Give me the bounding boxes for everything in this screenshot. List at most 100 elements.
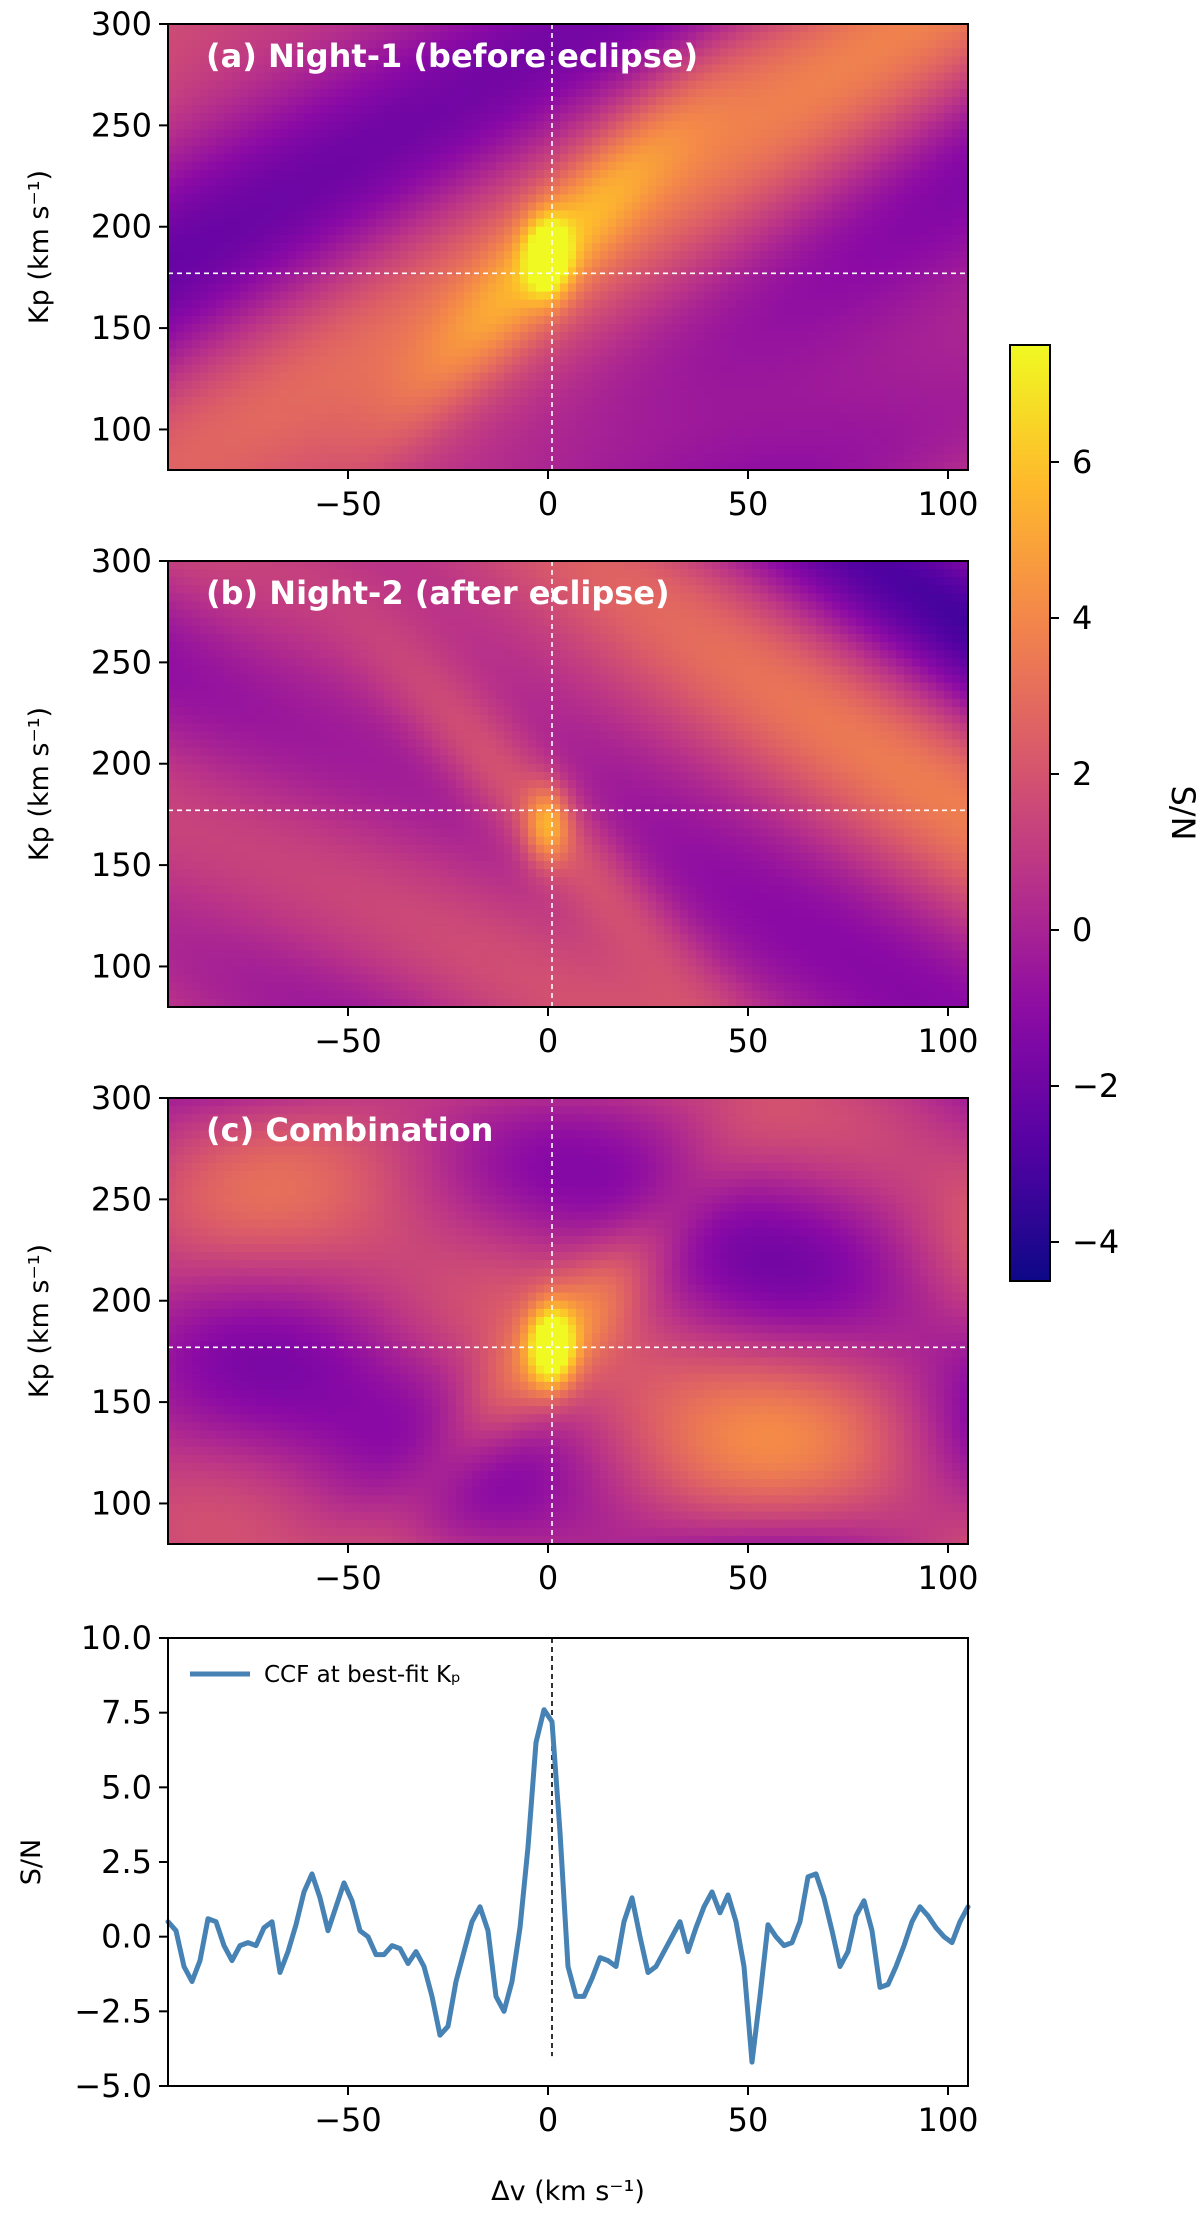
heatmap-cell [176,381,185,390]
heatmap-cell [304,356,313,365]
heatmap-cell [776,65,785,74]
heatmap-cell [568,235,577,244]
heatmap-cell [568,211,577,220]
heatmap-cell [352,227,361,236]
heatmap-cell [392,340,401,349]
heatmap-cell [648,389,657,398]
heatmap-cell [256,202,265,211]
heatmap-cell [616,365,625,374]
heatmap-cell [944,235,953,244]
heatmap-cell [256,421,265,430]
heatmap-cell [192,332,201,341]
heatmap-cell [440,186,449,195]
heatmap-cell [280,81,289,90]
heatmap-cell [720,259,729,268]
heatmap-cell [184,146,193,155]
heatmap-cell [688,251,697,260]
heatmap-cell [328,356,337,365]
heatmap-cell [424,356,433,365]
heatmap-cell [840,300,849,309]
heatmap-cell [464,162,473,171]
heatmap-cell [176,243,185,252]
heatmap-cell [704,413,713,422]
heatmap-cell [536,381,545,390]
heatmap-cell [488,365,497,374]
heatmap-cell [656,81,665,90]
heatmap-cell [248,373,257,382]
heatmap-cell [920,73,929,82]
heatmap-cell [664,24,673,33]
heatmap-cell [256,275,265,284]
heatmap-cell [288,365,297,374]
heatmap-cell [824,146,833,155]
heatmap-cell [488,121,497,130]
heatmap-cell [776,162,785,171]
heatmap-cell [320,332,329,341]
heatmap-cell [720,113,729,122]
heatmap-cell [672,178,681,187]
heatmap-cell [328,292,337,301]
heatmap-cell [176,121,185,130]
heatmap-cell [176,194,185,203]
heatmap-cell [368,292,377,301]
heatmap-cell [728,275,737,284]
heatmap-cell [168,421,177,430]
heatmap-cell [896,348,905,357]
heatmap-cell [264,202,273,211]
heatmap-cell [520,373,529,382]
heatmap-cell [920,308,929,317]
heatmap-cell [184,40,193,49]
heatmap-cell [304,219,313,228]
heatmap-cell [368,211,377,220]
heatmap-cell [376,251,385,260]
heatmap-cell [792,397,801,406]
heatmap-cell [272,389,281,398]
heatmap-cell [728,154,737,163]
heatmap-cell [584,243,593,252]
heatmap-cell [280,227,289,236]
heatmap-cell [952,178,961,187]
heatmap-cell [200,89,209,98]
heatmap-cell [944,283,953,292]
heatmap-cell [504,405,513,414]
heatmap-cell [312,24,321,33]
heatmap-cell [848,32,857,41]
heatmap-cell [672,300,681,309]
heatmap-cell [688,227,697,236]
heatmap-cell [184,113,193,122]
heatmap-cell [680,105,689,114]
heatmap-cell [448,186,457,195]
heatmap-cell [432,24,441,33]
heatmap-cell [536,316,545,325]
heatmap-cell [624,202,633,211]
heatmap-cell [832,138,841,147]
heatmap-cell [752,405,761,414]
heatmap-cell [336,308,345,317]
heatmap-cell [880,138,889,147]
heatmap-cell [696,227,705,236]
heatmap-cell [688,113,697,122]
heatmap-cell [448,211,457,220]
heatmap-cell [528,267,537,276]
heatmap-cell [376,97,385,106]
heatmap-cell [776,283,785,292]
heatmap-cell [864,283,873,292]
heatmap-cell [304,251,313,260]
heatmap-cell [384,332,393,341]
heatmap-cell [624,413,633,422]
heatmap-cell [848,259,857,268]
heatmap-cell [184,97,193,106]
heatmap-cell [448,154,457,163]
heatmap-cell [808,292,817,301]
heatmap-cell [304,283,313,292]
heatmap-cell [784,243,793,252]
heatmap-cell [184,89,193,98]
heatmap-cell [712,56,721,65]
heatmap-cell [656,259,665,268]
heatmap-cell [168,251,177,260]
heatmap-cell [648,129,657,138]
heatmap-cell [648,348,657,357]
heatmap-cell [552,316,561,325]
heatmap-cell [912,227,921,236]
heatmap-cell [920,89,929,98]
